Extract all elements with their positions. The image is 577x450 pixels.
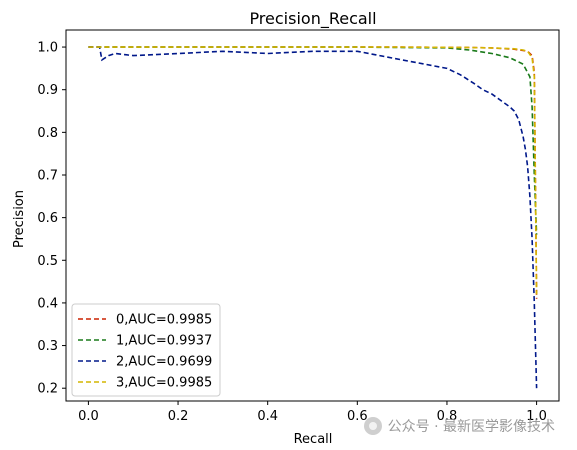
x-axis-label: Recall	[294, 432, 333, 447]
y-tick-label: 0.2	[37, 382, 58, 397]
x-tick-label: 0.2	[168, 409, 189, 424]
y-tick-label: 0.4	[37, 296, 58, 311]
x-tick-label: 1.0	[526, 409, 547, 424]
watermark-text: 公众号 · 最新医学影像技术	[387, 419, 555, 435]
legend-entry: 0,AUC=0.9985	[116, 313, 212, 328]
y-tick-label: 0.8	[37, 126, 58, 141]
legend-entry: 3,AUC=0.9985	[116, 376, 212, 391]
y-axis-ticks: 0.2 0.3 0.4 0.5 0.6 0.7 0.8 0.9 1.0	[37, 41, 66, 397]
x-tick-label: 0.0	[78, 409, 99, 424]
series-line-2	[88, 46, 538, 389]
y-tick-label: 0.5	[37, 254, 58, 269]
legend-entry: 2,AUC=0.9699	[116, 355, 212, 370]
series-group	[88, 46, 538, 389]
y-tick-label: 0.9	[37, 83, 58, 98]
y-axis-label: Precision	[12, 190, 27, 248]
y-tick-label: 0.7	[37, 168, 58, 183]
series-line-3	[88, 46, 538, 295]
legend: 0,AUC=0.9985 1,AUC=0.9937 2,AUC=0.9699 3,AU…	[71, 303, 221, 397]
y-tick-label: 0.6	[37, 211, 58, 226]
series-line-0	[88, 46, 538, 299]
x-tick-label: 0.6	[347, 409, 368, 424]
wechat-icon	[363, 417, 382, 435]
y-tick-label: 0.3	[37, 339, 58, 354]
x-tick-label: 0.8	[437, 409, 458, 424]
legend-entry: 1,AUC=0.9937	[116, 334, 212, 349]
chart-title: Precision_Recall	[249, 9, 376, 29]
x-tick-label: 0.4	[257, 409, 278, 424]
series-line-1	[88, 46, 538, 235]
x-axis-ticks: 0.0 0.2 0.4 0.6 0.8 1.0	[78, 401, 547, 424]
y-tick-label: 1.0	[37, 41, 58, 56]
plot-frame	[65, 29, 560, 402]
plot-area	[65, 29, 560, 402]
watermark: 公众号 · 最新医学影像技术	[363, 416, 555, 436]
legend-box	[71, 303, 221, 397]
